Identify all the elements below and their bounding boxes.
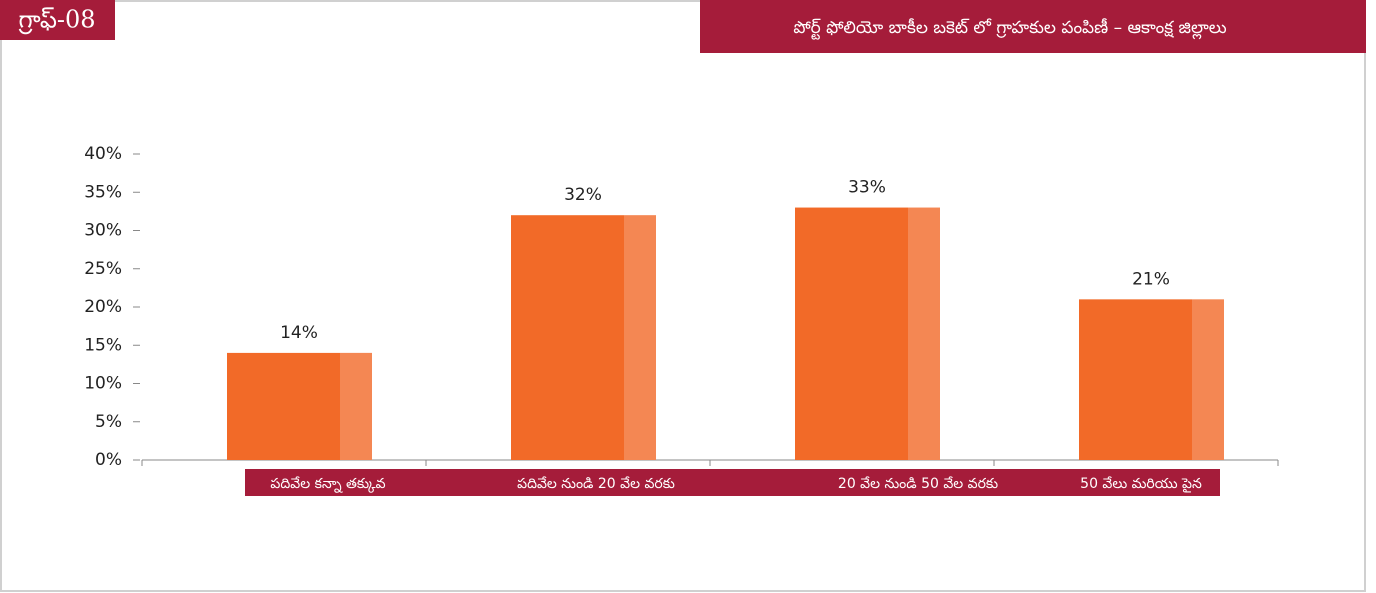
x-tick-label: 50 వేలు మరియు పైన [1080,476,1202,493]
y-tick-label: 25% [84,259,122,279]
x-tick-label: పదివేల నుండి 20 వేల వరకు [517,476,675,492]
chart-title: పోర్ట్ ఫోలియో బాకీల బకెట్ లో గ్రాహకుల పం… [793,18,1226,40]
data-label: 21% [1132,269,1170,289]
y-tick-label: 30% [84,221,122,241]
data-label: 14% [280,323,318,343]
y-tick-label: 10% [84,374,122,394]
x-tick-label: 20 వేల నుండి 50 వేల వరకు [838,476,998,492]
bar [511,215,656,460]
badge: గ్రాఫ్-08 [18,6,95,35]
y-tick-label: 20% [84,297,122,317]
bar-shade [340,352,372,460]
y-tick-label: 5% [95,412,122,432]
title-bg [700,0,1366,53]
category-strip [245,469,1220,496]
bar [227,352,372,460]
y-tick-label: 40% [84,144,122,164]
data-label: 33% [848,178,886,198]
bar [1079,299,1224,460]
y-tick-label: 15% [84,335,122,355]
x-tick-label: పదివేల కన్నా తక్కువ [270,476,385,493]
y-tick-label: 35% [84,182,122,202]
badge-bg [0,0,115,40]
y-tick-label: 0% [95,450,122,470]
data-label: 32% [564,185,602,205]
bar-shade [1192,299,1224,460]
bar [795,207,940,460]
bar-shade [908,207,940,460]
bar-shade [624,215,656,460]
